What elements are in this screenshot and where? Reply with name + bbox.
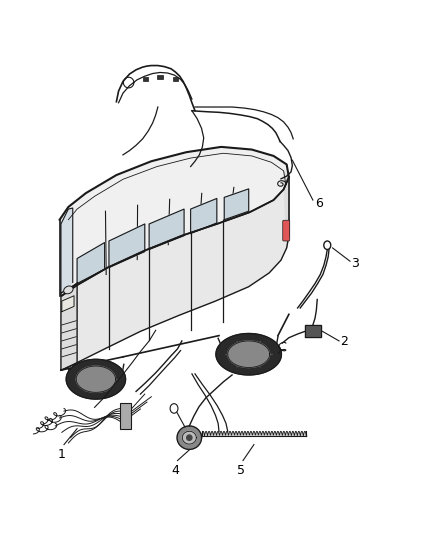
Polygon shape [224,189,249,220]
Bar [143,77,148,81]
Text: 1: 1 [58,448,66,461]
Bar [173,77,178,82]
Polygon shape [182,431,196,444]
Polygon shape [177,426,201,449]
FancyBboxPatch shape [283,220,290,241]
Text: 5: 5 [237,464,245,477]
Polygon shape [191,198,217,233]
Text: 2: 2 [340,335,348,349]
Polygon shape [61,208,73,293]
Polygon shape [60,147,289,296]
Polygon shape [284,171,289,248]
FancyBboxPatch shape [120,403,131,429]
Circle shape [324,241,331,249]
Polygon shape [228,341,270,367]
Circle shape [170,403,178,413]
Text: 3: 3 [351,257,359,270]
Text: 4: 4 [171,464,179,477]
Polygon shape [187,435,192,440]
Polygon shape [66,359,126,399]
Text: 6: 6 [315,197,323,211]
Polygon shape [149,209,184,249]
Polygon shape [76,366,116,392]
Ellipse shape [64,286,73,294]
Polygon shape [305,325,321,337]
Polygon shape [216,334,282,375]
Polygon shape [62,177,289,370]
Polygon shape [61,284,77,370]
Polygon shape [77,243,105,284]
Polygon shape [62,296,74,312]
Bar [157,75,162,79]
Polygon shape [109,224,145,268]
